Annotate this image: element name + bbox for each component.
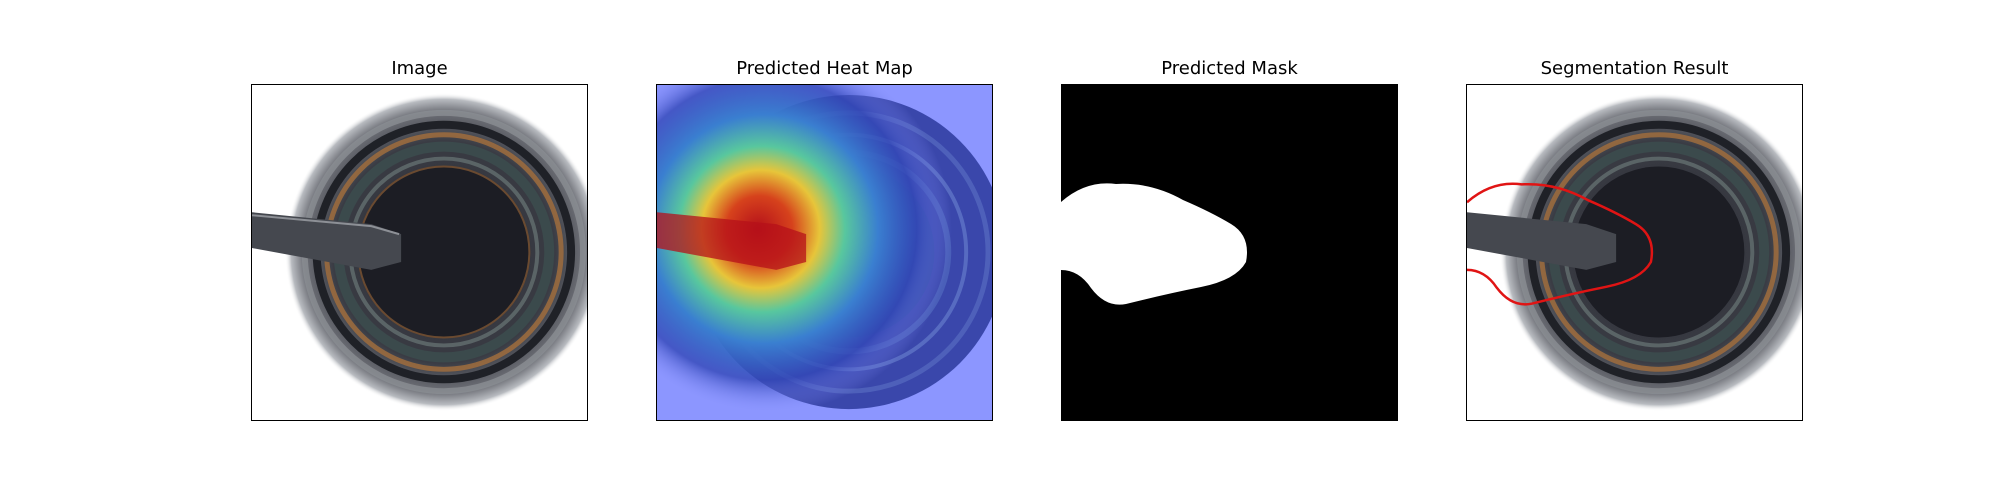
- segmentation-image: [1467, 85, 1802, 420]
- panel-title-heatmap: Predicted Heat Map: [736, 58, 913, 79]
- segmentation-panel: [1466, 84, 1803, 421]
- panel-title-image: Image: [391, 58, 448, 79]
- bottle-top-image: [252, 85, 587, 420]
- mask-panel: [1061, 84, 1398, 421]
- heatmap-panel: [656, 84, 993, 421]
- panel-title-segmentation: Segmentation Result: [1540, 58, 1729, 79]
- panel-title-mask: Predicted Mask: [1161, 58, 1298, 79]
- mask-image: [1061, 84, 1398, 421]
- segmentation-contour: [1467, 182, 1654, 306]
- mask-region: [1061, 183, 1247, 305]
- heatmap-image: [657, 85, 992, 420]
- image-panel: [251, 84, 588, 421]
